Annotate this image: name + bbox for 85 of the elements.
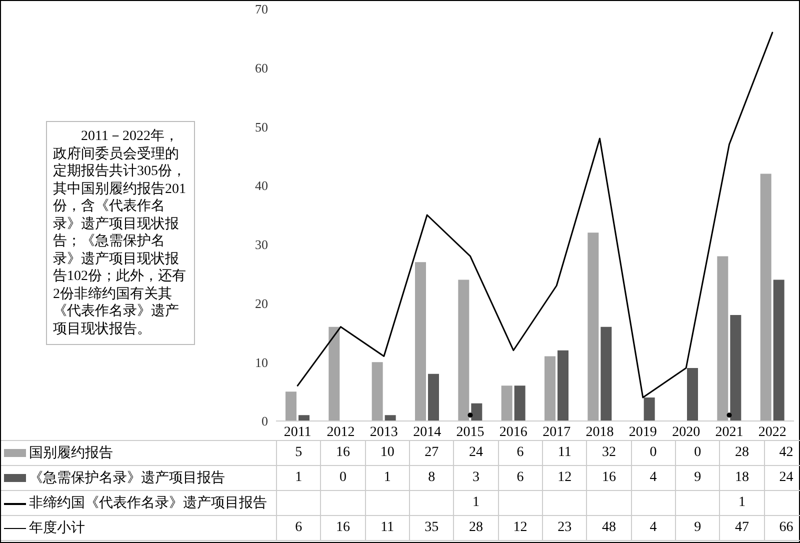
bar bbox=[298, 415, 310, 421]
bar bbox=[514, 386, 526, 421]
bar bbox=[686, 368, 698, 421]
data-label: 32 bbox=[586, 440, 632, 466]
legend-label: 非缔约国《代表作名录》遗产项目报告 bbox=[1, 490, 276, 516]
data-label: 27 bbox=[409, 440, 454, 466]
data-label: 9 bbox=[675, 516, 720, 540]
data-label: 6 bbox=[498, 466, 542, 490]
y-tick-label: 20 bbox=[255, 296, 268, 311]
data-label: 16 bbox=[586, 466, 632, 490]
x-tick-label: 2014 bbox=[413, 424, 442, 440]
data-label: 0 bbox=[631, 440, 676, 466]
data-label: 42 bbox=[764, 440, 800, 466]
legend-label: 《急需保护名录》遗产项目报告 bbox=[1, 466, 276, 490]
data-label: 16 bbox=[320, 516, 366, 540]
bar bbox=[471, 403, 482, 421]
y-tick-label: 60 bbox=[255, 60, 268, 76]
data-label: 4 bbox=[631, 516, 676, 540]
data-label: 11 bbox=[542, 440, 587, 466]
data-label: 1 bbox=[276, 466, 321, 490]
data-label: 1 bbox=[454, 490, 498, 516]
bar bbox=[328, 326, 340, 421]
y-tick-label: 30 bbox=[255, 237, 268, 252]
y-tick-label: 50 bbox=[255, 119, 268, 134]
bar bbox=[428, 374, 439, 421]
x-tick-label: 2013 bbox=[370, 424, 398, 440]
data-label: 10 bbox=[365, 440, 410, 466]
x-tick-label: 2021 bbox=[715, 424, 744, 440]
y-tick-label: 10 bbox=[255, 354, 268, 370]
data-label: 0 bbox=[675, 440, 720, 466]
data-label: 1 bbox=[720, 490, 764, 516]
y-tick-label: 0 bbox=[262, 414, 268, 429]
bar bbox=[372, 362, 383, 421]
data-label: 6 bbox=[276, 516, 321, 540]
bar bbox=[285, 392, 296, 421]
data-label: 11 bbox=[365, 516, 410, 540]
bar bbox=[544, 356, 556, 421]
bar bbox=[644, 397, 655, 421]
x-tick-label: 2012 bbox=[326, 424, 355, 440]
data-label: 12 bbox=[542, 466, 587, 490]
bar bbox=[773, 280, 784, 421]
data-label: 6 bbox=[498, 440, 542, 466]
x-tick-label: 2016 bbox=[499, 424, 528, 440]
data-label: 28 bbox=[454, 516, 498, 540]
bar bbox=[458, 280, 470, 421]
x-tick-label: 2017 bbox=[542, 424, 571, 440]
x-tick-label: 2018 bbox=[586, 424, 614, 440]
line-series bbox=[296, 32, 774, 398]
bar bbox=[588, 232, 599, 421]
data-label: 1 bbox=[365, 466, 410, 490]
bar bbox=[717, 256, 728, 421]
data-label: 16 bbox=[320, 440, 366, 466]
data-label: 8 bbox=[409, 466, 454, 490]
data-label: 0 bbox=[320, 466, 366, 490]
data-label: 35 bbox=[409, 516, 454, 540]
bar bbox=[557, 350, 568, 421]
data-label: 28 bbox=[720, 440, 764, 466]
bar bbox=[760, 174, 772, 421]
data-label: 24 bbox=[454, 440, 498, 466]
x-tick-label: 2022 bbox=[758, 424, 786, 440]
data-label: 47 bbox=[720, 516, 764, 540]
data-label: 24 bbox=[764, 466, 800, 490]
x-tick-label: 2019 bbox=[628, 424, 657, 440]
note-box: 2011－2022年，政府间委员会受理的定期报告共计305份，其中国别履约报告201份，含《代表作名录》遗产项目现状报告；《急需保护名录》遗产项目现状报告102份；此外，还有2份非缔约国有关其《代表作名录》遗产项目现状报告。 bbox=[46, 121, 195, 345]
bar bbox=[501, 386, 512, 421]
data-label: 18 bbox=[720, 466, 764, 490]
data-label: 3 bbox=[454, 466, 498, 490]
data-label: 12 bbox=[498, 516, 542, 540]
x-tick-label: 2015 bbox=[456, 424, 484, 440]
data-label: 9 bbox=[675, 466, 720, 490]
data-label: 5 bbox=[276, 440, 321, 466]
bar bbox=[384, 415, 396, 421]
x-tick-label: 2020 bbox=[672, 424, 700, 440]
legend-label: 年度小计 bbox=[1, 516, 276, 540]
legend-label: 国别履约报告 bbox=[1, 440, 276, 466]
data-label: 48 bbox=[586, 516, 632, 540]
data-label: 23 bbox=[542, 516, 587, 540]
y-tick-label: 70 bbox=[255, 2, 268, 17]
x-tick-label: 2011 bbox=[284, 424, 312, 440]
data-label: 4 bbox=[631, 466, 676, 490]
data-label: 66 bbox=[764, 516, 800, 540]
bar bbox=[600, 326, 612, 421]
bar bbox=[730, 315, 742, 421]
y-tick-label: 40 bbox=[255, 178, 268, 194]
bar bbox=[414, 262, 426, 421]
